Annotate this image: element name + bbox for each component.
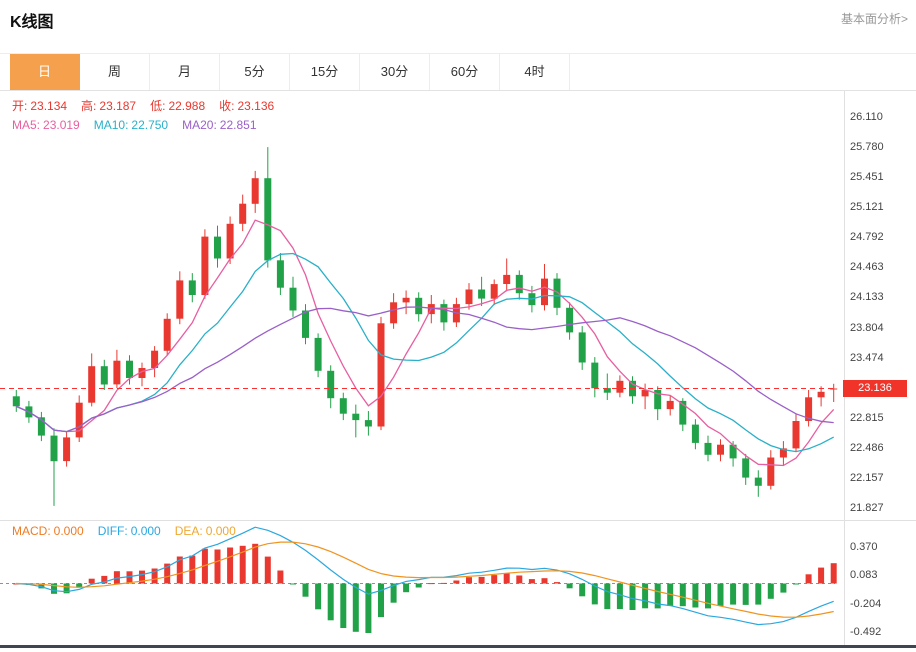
macd-label: MACD:	[12, 524, 51, 538]
close-label: 收:	[219, 99, 235, 113]
price-axis-tick: 26.110	[850, 111, 883, 123]
macd-chart[interactable]	[0, 521, 845, 645]
low-value: 22.988	[168, 98, 206, 113]
ma5-label: MA5:	[12, 118, 41, 132]
price-axis-tick: 23.804	[850, 322, 884, 334]
price-axis-tick: 21.827	[850, 502, 884, 514]
ma5-value: 23.019	[43, 118, 80, 132]
high-value: 23.187	[99, 98, 137, 113]
macd-axis-tick: -0.492	[850, 626, 882, 638]
macd-axis-tick: 0.370	[850, 541, 878, 553]
price-axis-tick: 25.451	[850, 171, 884, 183]
dea-value: 0.000	[205, 524, 236, 538]
price-axis-tick: 22.486	[850, 442, 884, 454]
ma20-label: MA20:	[182, 118, 217, 132]
diff-label: DIFF:	[97, 524, 128, 538]
macd-axis-tick: -0.204	[850, 598, 882, 610]
price-axis-tick: 22.815	[850, 412, 884, 424]
price-axis-tick: 25.780	[850, 141, 884, 153]
dea-label: DEA:	[174, 524, 203, 538]
page-title: K线图	[10, 14, 54, 31]
ma20-value: 22.851	[219, 118, 257, 132]
period-tab-3[interactable]: 月	[150, 54, 220, 90]
period-tabs: 日周月 5分 15分 30分 60分 4时	[0, 53, 916, 91]
price-axis-tick: 24.463	[850, 261, 884, 273]
y-axis-line	[844, 91, 845, 645]
price-axis-tick: 22.157	[850, 472, 884, 484]
low-label: 低:	[150, 99, 166, 113]
ma10-value: 22.750	[131, 118, 169, 132]
ma10-label: MA10:	[93, 118, 129, 132]
panel-divider	[0, 520, 916, 521]
fundamental-analysis-link[interactable]: 基本面分析>	[840, 12, 908, 26]
close-value: 23.136	[237, 98, 275, 113]
macd-axis-tick: 0.083	[850, 569, 878, 581]
macd-value: 0.000	[53, 524, 84, 538]
period-tab-6[interactable]: 30分	[360, 54, 430, 90]
current-price-badge: 23.136	[843, 380, 907, 397]
price-axis-tick: 24.792	[850, 231, 884, 243]
open-value: 23.134	[30, 98, 68, 113]
bottom-border	[0, 645, 916, 648]
period-tab-2[interactable]: 周	[80, 54, 150, 90]
diff-value: 0.000	[130, 524, 161, 538]
period-tab-8[interactable]: 4时	[500, 54, 570, 90]
price-axis-tick: 24.133	[850, 291, 884, 303]
open-label: 开:	[12, 99, 28, 113]
period-tab-1[interactable]: 日	[10, 54, 80, 90]
macd-readout: MACD: 0.000 DIFF: 0.000 DEA: 0.000	[12, 524, 250, 538]
high-label: 高:	[81, 99, 97, 113]
ma-readout: MA5: 23.019 MA10: 22.750 MA20: 22.851	[12, 118, 271, 132]
price-axis-tick: 25.121	[850, 201, 884, 213]
ohlc-readout: 开: 23.134 高: 23.187 低: 22.988 收: 23.136	[12, 97, 288, 114]
period-tab-7[interactable]: 60分	[430, 54, 500, 90]
price-axis-tick: 23.474	[850, 352, 884, 364]
period-tab-4[interactable]: 5分	[220, 54, 290, 90]
candlestick-chart[interactable]	[0, 91, 845, 520]
period-tab-5[interactable]: 15分	[290, 54, 360, 90]
